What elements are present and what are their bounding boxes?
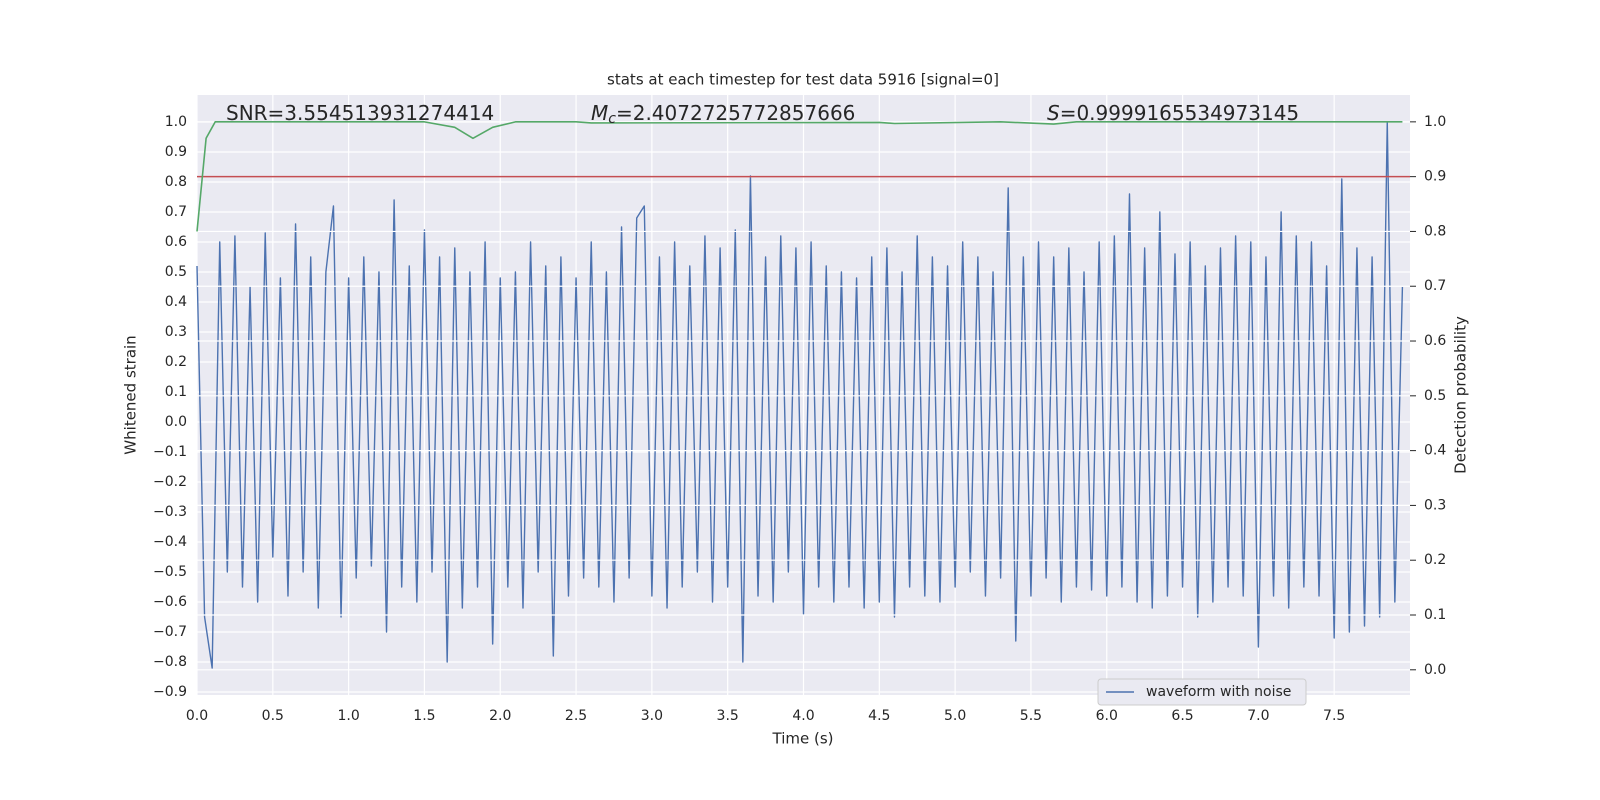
annotation-text: SNR=3.554513931274414 xyxy=(226,101,494,125)
y2-tick-label: 0.7 xyxy=(1424,278,1446,294)
y-tick-label: 0.6 xyxy=(165,234,187,250)
overlay-layer xyxy=(196,121,1410,671)
y-tick-label: −0.6 xyxy=(153,594,187,610)
y-tick-label: 0.5 xyxy=(165,264,187,280)
x-tick-label: 5.0 xyxy=(944,708,966,724)
y2-tick-label: 0.9 xyxy=(1424,169,1446,185)
y-tick-label: −0.4 xyxy=(153,534,187,550)
y2-tick-label: 0.5 xyxy=(1424,388,1446,404)
annotation-symbol: M xyxy=(591,101,608,125)
y-tick-label: −0.9 xyxy=(153,684,187,700)
y-tick-label: 0.9 xyxy=(165,144,187,160)
y-tick-label: 0.8 xyxy=(165,174,187,190)
y-tick-label: 0.2 xyxy=(165,354,187,370)
x-tick-label: 7.5 xyxy=(1323,708,1345,724)
y-tick-label: 0.4 xyxy=(165,294,187,310)
y-tick-label: 0.3 xyxy=(165,324,187,340)
annotation-text: =2.4072725772857666 xyxy=(616,101,855,125)
y-tick-label: −0.1 xyxy=(153,444,187,460)
x-axis-label: Time (s) xyxy=(772,730,834,748)
x-tick-label: 2.0 xyxy=(489,708,511,724)
x-tick-label: 1.0 xyxy=(337,708,359,724)
x-tick-label: 6.0 xyxy=(1096,708,1118,724)
y-tick-label: 1.0 xyxy=(165,114,187,130)
legend-label: waveform with noise xyxy=(1146,684,1291,700)
x-tick-label: 1.5 xyxy=(413,708,435,724)
x-tick-label: 7.0 xyxy=(1247,708,1269,724)
y2-tick-label: 0.1 xyxy=(1424,607,1446,623)
y2-axis-label: Detection probability xyxy=(1452,316,1470,474)
annotation: SNR=3.554513931274414 xyxy=(226,101,494,125)
y-tick-label: 0.0 xyxy=(165,414,187,430)
x-tick-label: 4.5 xyxy=(868,708,890,724)
y2-tick-label: 0.8 xyxy=(1424,223,1446,239)
x-tick-label: 6.5 xyxy=(1171,708,1193,724)
probability-line xyxy=(196,121,1403,232)
annotation: S=0.9999165534973145 xyxy=(1047,101,1299,125)
y-tick-label: 0.1 xyxy=(165,384,187,400)
x-tick-label: 4.0 xyxy=(792,708,814,724)
annotation-subscript: c xyxy=(608,111,616,127)
y2-tick-label: 0.4 xyxy=(1424,443,1446,459)
x-tick-label: 0.5 xyxy=(262,708,284,724)
y-tick-label: −0.5 xyxy=(153,564,187,580)
x-tick-label: 3.5 xyxy=(717,708,739,724)
waveform-line xyxy=(196,121,1404,669)
x-tick-label: 5.5 xyxy=(1020,708,1042,724)
y2-tick-label: 0.3 xyxy=(1424,497,1446,513)
marks-layer xyxy=(196,121,1404,669)
annotation-symbol: S xyxy=(1047,101,1060,125)
y2-tick-label: 0.0 xyxy=(1424,662,1446,678)
legend-box xyxy=(1097,678,1307,706)
x-tick-label: 2.5 xyxy=(565,708,587,724)
chart-title: stats at each timestep for test data 591… xyxy=(607,71,999,89)
legend: waveform with noise xyxy=(1097,678,1307,706)
y-axis-label: Whitened strain xyxy=(122,335,140,454)
y-tick-label: −0.7 xyxy=(153,624,187,640)
y2-tick-label: 0.2 xyxy=(1424,552,1446,568)
y-tick-label: −0.2 xyxy=(153,474,187,490)
annotation: Mc=2.4072725772857666 xyxy=(591,101,855,128)
y-tick-label: −0.8 xyxy=(153,654,187,670)
y2-tick-label: 0.6 xyxy=(1424,333,1446,349)
y-tick-label: 0.7 xyxy=(165,204,187,220)
x-tick-label: 0.0 xyxy=(186,708,208,724)
y2-tick-label: 1.0 xyxy=(1424,114,1446,130)
x-tick-label: 3.0 xyxy=(641,708,663,724)
annotation-text: =0.9999165534973145 xyxy=(1060,101,1299,125)
y-tick-label: −0.3 xyxy=(153,504,187,520)
